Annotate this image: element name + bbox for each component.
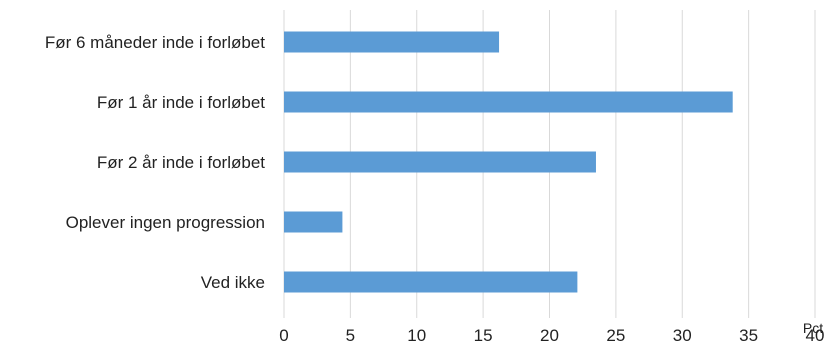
bar-2 [284, 152, 596, 173]
bar-0 [284, 32, 499, 53]
bars [284, 32, 733, 293]
x-tick-label-15: 15 [474, 326, 493, 345]
x-tick-label-30: 30 [673, 326, 692, 345]
x-tick-label-0: 0 [279, 326, 288, 345]
category-label-2: Før 2 år inde i forløbet [97, 153, 265, 172]
category-label-0: Før 6 måneder inde i forløbet [45, 33, 265, 52]
bar-3 [284, 212, 342, 233]
x-axis-tick-labels: 0 5 10 15 20 25 30 35 40 [279, 326, 824, 345]
category-labels: Før 6 måneder inde i forløbet Før 1 år in… [45, 33, 265, 292]
x-axis-unit-label: Pct [803, 320, 823, 336]
bar-4 [284, 272, 577, 293]
bar-1 [284, 92, 733, 113]
x-tick-label-5: 5 [346, 326, 355, 345]
category-label-1: Før 1 år inde i forløbet [97, 93, 265, 112]
x-tick-label-25: 25 [606, 326, 625, 345]
x-tick-label-10: 10 [407, 326, 426, 345]
x-tick-label-20: 20 [540, 326, 559, 345]
category-label-3: Oplever ingen progression [66, 213, 265, 232]
category-label-4: Ved ikke [201, 273, 265, 292]
x-tick-label-35: 35 [739, 326, 758, 345]
